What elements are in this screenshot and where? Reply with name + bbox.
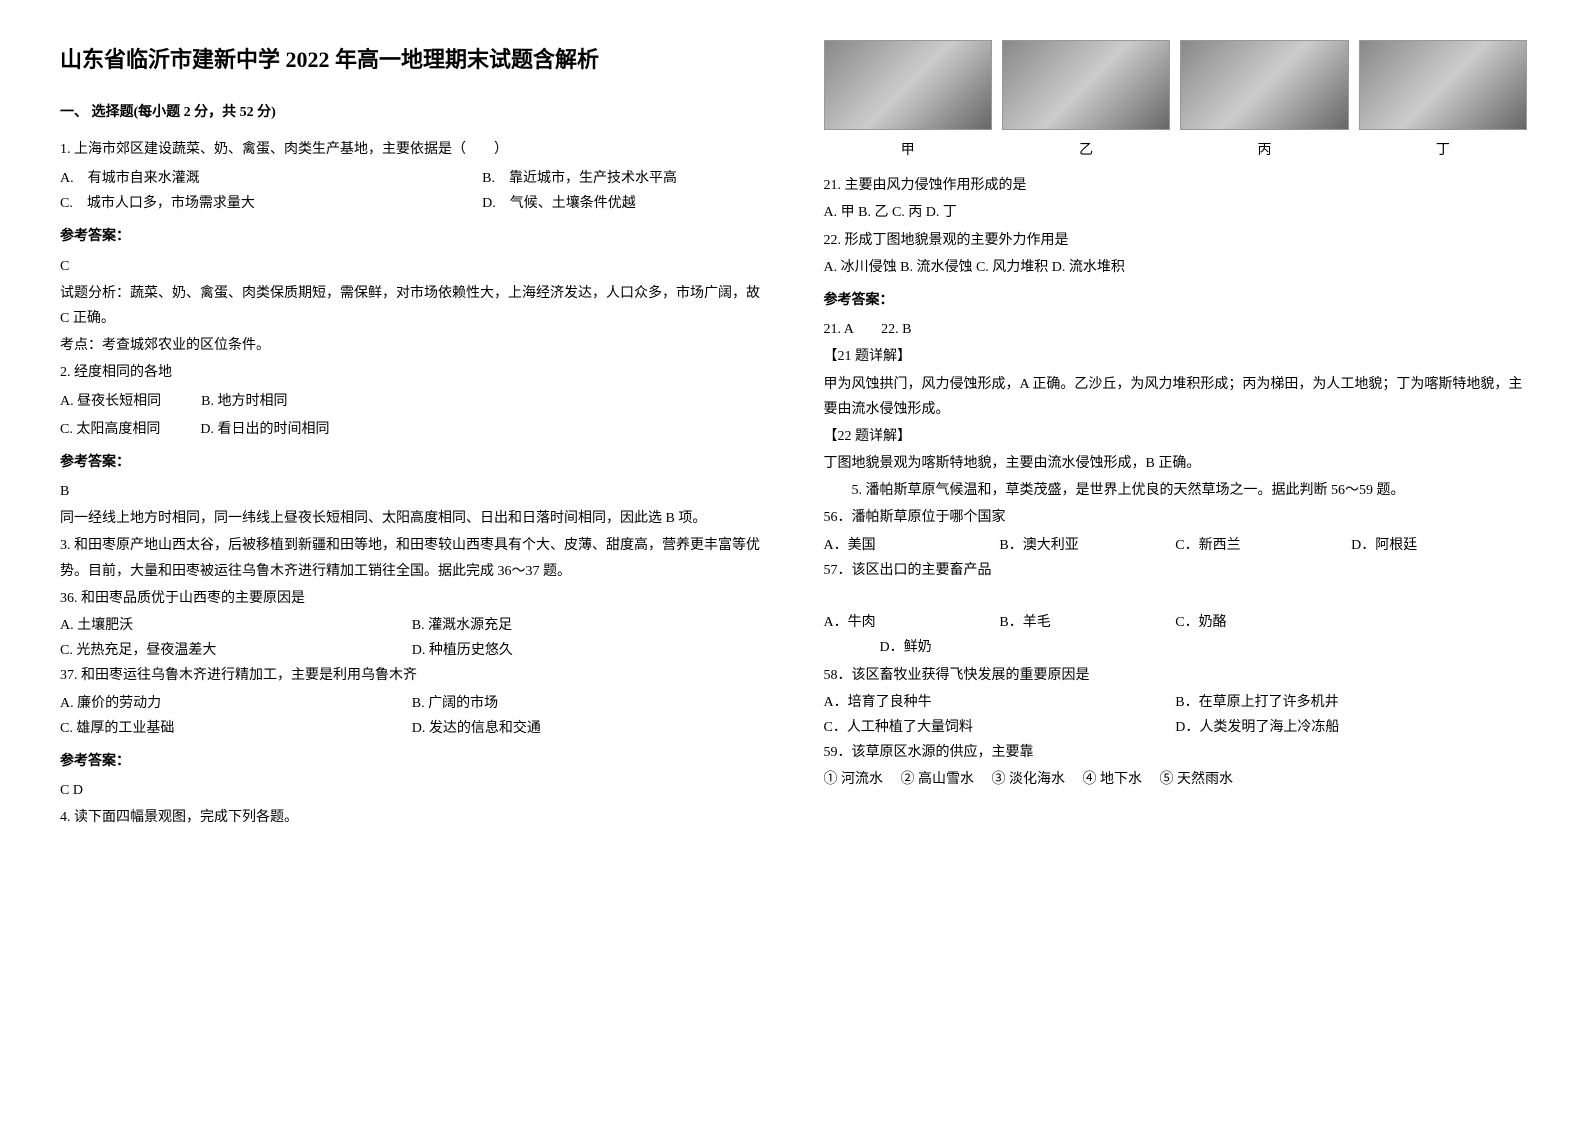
q36-choice-c: C. 光热充足，昼夜温差大 [60,638,412,663]
q58-choice-c: C．人工种植了大量饲料 [824,715,1176,740]
q1-answer-label: 参考答案： [60,224,764,249]
label-yi: 乙 [1002,138,1170,163]
q37-text: 37. 和田枣运往乌鲁木齐进行精加工，主要是利用乌鲁木齐 [60,663,764,688]
image-ding [1359,40,1527,130]
q22-text: 22. 形成丁图地貌景观的主要外力作用是 [824,228,1528,253]
q2-choice-c: C. 太阳高度相同 [60,417,160,442]
q1-choice-d: D. 气候、土壤条件优越 [482,191,763,216]
document-title: 山东省临沂市建新中学 2022 年高一地理期末试题含解析 [60,40,764,80]
q37-row1: A. 廉价的劳动力 B. 广阔的市场 [60,691,764,716]
section-header: 一、 选择题(每小题 2 分，共 52 分) [60,100,764,125]
q4-answer-label: 参考答案： [824,288,1528,313]
detail21: 甲为风蚀拱门，风力侵蚀形成，A 正确。乙沙丘，为风力堆积形成；丙为梯田，为人工地… [824,372,1528,422]
q58-row1: A．培育了良种牛 B．在草原上打了许多机井 [824,690,1528,715]
page-container: 山东省临沂市建新中学 2022 年高一地理期末试题含解析 一、 选择题(每小题 … [60,40,1527,832]
q58-text: 58．该区畜牧业获得飞快发展的重要原因是 [824,663,1528,688]
q21-text: 21. 主要由风力侵蚀作用形成的是 [824,173,1528,198]
q57-choice-b: B．羊毛 [999,610,1175,635]
q57-choice-d: D．鲜奶 [824,635,1528,660]
q2-answer: B [60,479,764,504]
q57-blank [1351,610,1527,635]
q57-choices-row1: A．牛肉 B．羊毛 C．奶酪 [824,610,1528,635]
q56-choices: A．美国 B．澳大利亚 C．新西兰 D．阿根廷 [824,533,1528,558]
left-column: 山东省临沂市建新中学 2022 年高一地理期末试题含解析 一、 选择题(每小题 … [60,40,764,832]
image-yi [1002,40,1170,130]
q2-choice-a: A. 昼夜长短相同 [60,389,161,414]
q3-answer-label: 参考答案： [60,749,764,774]
q1-row1: A. 有城市自来水灌溉 B. 靠近城市，生产技术水平高 [60,166,764,191]
detail21-label: 【21 题详解】 [824,344,1528,369]
q2-analysis: 同一经线上地方时相同，同一纬线上昼夜长短相同、太阳高度相同、日出和日落时间相同，… [60,506,764,531]
q59-text: 59．该草原区水源的供应，主要靠 [824,740,1528,765]
q57-choice-a: A．牛肉 [824,610,1000,635]
q36-choice-d: D. 种植历史悠久 [412,638,764,663]
q36-choice-a: A. 土壤肥沃 [60,613,412,638]
q56-choice-b: B．澳大利亚 [999,533,1175,558]
q21-opts: A. 甲 B. 乙 C. 丙 D. 丁 [824,200,1528,225]
q1-answer: C [60,254,764,279]
q1-choice-c: C. 城市人口多，市场需求量大 [60,191,255,216]
q4-answer: 21. A 22. B [824,317,1528,342]
label-bing: 丙 [1180,138,1348,163]
q2-text: 2. 经度相同的各地 [60,360,764,385]
q3-intro: 3. 和田枣原产地山西太谷，后被移植到新疆和田等地，和田枣较山西枣具有个大、皮薄… [60,533,764,583]
image-jia [824,40,992,130]
q2-row1: A. 昼夜长短相同 B. 地方时相同 [60,389,764,414]
q37-choice-a: A. 廉价的劳动力 [60,691,412,716]
image-bing [1180,40,1348,130]
q58-choice-a: A．培育了良种牛 [824,690,1176,715]
q37-choice-d: D. 发达的信息和交通 [412,716,764,741]
q56-choice-c: C．新西兰 [1175,533,1351,558]
image-labels: 甲 乙 丙 丁 [824,138,1528,163]
q2-answer-label: 参考答案： [60,450,764,475]
q36-choice-b: B. 灌溉水源充足 [412,613,764,638]
q4-text: 4. 读下面四幅景观图，完成下列各题。 [60,805,764,830]
q2-row2: C. 太阳高度相同 D. 看日出的时间相同 [60,417,764,442]
q1-analysis: 试题分析：蔬菜、奶、禽蛋、肉类保质期短，需保鲜，对市场依赖性大，上海经济发达，人… [60,281,764,331]
q37-choice-b: B. 广阔的市场 [412,691,764,716]
q57-choice-c: C．奶酪 [1175,610,1351,635]
q36-row1: A. 土壤肥沃 B. 灌溉水源充足 [60,613,764,638]
right-column: 甲 乙 丙 丁 21. 主要由风力侵蚀作用形成的是 A. 甲 B. 乙 C. 丙… [824,40,1528,832]
detail22-label: 【22 题详解】 [824,424,1528,449]
q1-choice-b: B. 靠近城市，生产技术水平高 [482,166,763,191]
detail22: 丁图地貌景观为喀斯特地貌，主要由流水侵蚀形成，B 正确。 [824,451,1528,476]
q58-choice-d: D．人类发明了海上冷冻船 [1175,715,1527,740]
q58-row2: C．人工种植了大量饲料 D．人类发明了海上冷冻船 [824,715,1528,740]
q36-text: 36. 和田枣品质优于山西枣的主要原因是 [60,586,764,611]
q56-choice-a: A．美国 [824,533,1000,558]
label-ding: 丁 [1359,138,1527,163]
q37-row2: C. 雄厚的工业基础 D. 发达的信息和交通 [60,716,764,741]
q1-choice-a: A. 有城市自来水灌溉 [60,166,200,191]
q1-text: 1. 上海市郊区建设蔬菜、奶、禽蛋、肉类生产基地，主要依据是（ ） [60,137,764,162]
image-row [824,40,1528,130]
q56-text: 56．潘帕斯草原位于哪个国家 [824,505,1528,530]
q59-opts: ① 河流水 ② 高山雪水 ③ 淡化海水 ④ 地下水 ⑤ 天然雨水 [824,767,1528,792]
q2-choice-d: D. 看日出的时间相同 [200,417,329,442]
q57-text: 57．该区出口的主要畜产品 [824,558,1528,583]
q3-answer: C D [60,778,764,803]
q37-choice-c: C. 雄厚的工业基础 [60,716,412,741]
q22-opts: A. 冰川侵蚀 B. 流水侵蚀 C. 风力堆积 D. 流水堆积 [824,255,1528,280]
q56-choice-d: D．阿根廷 [1351,533,1527,558]
q36-row2: C. 光热充足，昼夜温差大 D. 种植历史悠久 [60,638,764,663]
q2-choice-b: B. 地方时相同 [201,389,287,414]
q5-intro: 5. 潘帕斯草原气候温和，草类茂盛，是世界上优良的天然草场之一。据此判断 56～… [824,478,1528,503]
q1-point: 考点：考查城郊农业的区位条件。 [60,333,764,358]
label-jia: 甲 [824,138,992,163]
q1-row2: C. 城市人口多，市场需求量大 D. 气候、土壤条件优越 [60,191,764,216]
q58-choice-b: B．在草原上打了许多机井 [1175,690,1527,715]
